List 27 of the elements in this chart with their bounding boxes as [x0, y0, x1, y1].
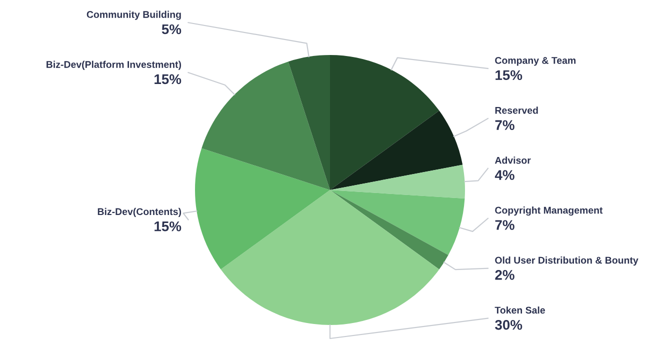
pie-slice	[330, 190, 448, 270]
data-label: 5%	[162, 24, 182, 34]
pie-slice	[330, 164, 465, 198]
data-label: 15%	[496, 70, 522, 80]
data-label: 2%	[495, 270, 514, 280]
pie-slice	[288, 55, 330, 190]
pie-slice	[195, 148, 330, 270]
data-label: 15%	[154, 74, 182, 84]
pie-slice	[330, 190, 465, 256]
pie-slice	[220, 190, 440, 325]
slice-label: Token Sale	[494, 306, 545, 314]
data-label: 7%	[495, 220, 514, 230]
slice-label: Biz-Dev(Contents)	[98, 208, 182, 217]
slice-label: Copyright Management	[495, 206, 603, 216]
pie-slice	[330, 110, 463, 190]
slice-label: Reserved	[495, 106, 538, 114]
slice-label: Biz-Dev(Platform Investment)	[46, 60, 182, 70]
pie-slice	[330, 55, 440, 190]
pie-slice	[202, 62, 330, 190]
slice-label: Community Building	[86, 10, 181, 20]
slice-label: Company & Team	[495, 56, 576, 66]
data-label: 7%	[495, 120, 514, 130]
data-label: 15%	[154, 221, 182, 232]
data-label: 4%	[494, 170, 514, 180]
data-label: 30%	[495, 320, 522, 330]
slice-label: Advisor	[494, 156, 531, 164]
slice-label: Old User Distribution & Bounty	[495, 256, 638, 266]
